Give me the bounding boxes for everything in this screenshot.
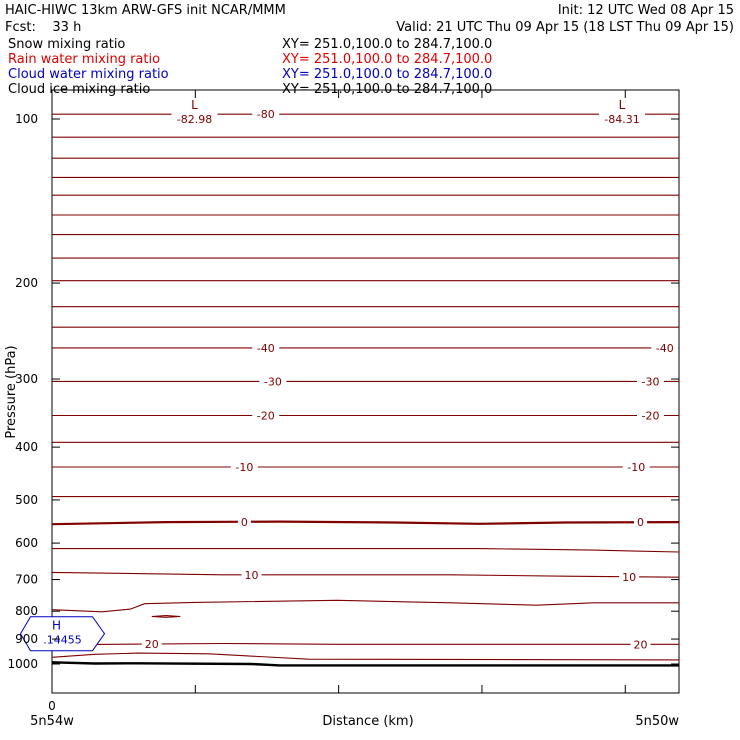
- ground-line: [51, 661, 679, 667]
- x-axis-right-endpoint: 5n50w: [635, 714, 679, 729]
- contour-label-bg: [259, 375, 287, 388]
- low-symbol: L: [191, 98, 198, 112]
- extrema-labels: L-82.98L-84.31H.14455: [19, 98, 645, 652]
- contour-label: -80: [257, 108, 275, 121]
- contour-label: 20: [634, 638, 648, 651]
- x-axis-title: Distance (km): [322, 714, 413, 729]
- y-tick-label: 200: [15, 276, 38, 290]
- contour-line: [52, 548, 680, 553]
- y-tick-label: 300: [15, 372, 38, 386]
- x-axis: [51, 90, 626, 693]
- ground-surface-line: [51, 661, 679, 667]
- high-symbol: H: [52, 619, 61, 633]
- contour-line: [151, 615, 181, 618]
- field-name-0: Snow mixing ratio: [8, 37, 125, 52]
- contour-label: -10: [235, 461, 253, 474]
- high-contour: [19, 616, 106, 652]
- contour-label: 0: [241, 516, 248, 529]
- y-tick-label: 1000: [7, 657, 38, 671]
- contour-label-bg: [622, 460, 650, 473]
- contour-label-bg: [241, 568, 262, 581]
- contour-line: [51, 599, 679, 613]
- low-value: -84.31: [604, 113, 639, 126]
- low-value: -82.98: [177, 113, 212, 126]
- isotherm-contours: -80 -40 -40 -30 -30 -20 -20 -10 -10 0 0 10 10 20 20: [51, 108, 680, 661]
- contour-label-bg: [634, 516, 648, 529]
- contour-line: [51, 652, 680, 661]
- plot-frame: [51, 89, 680, 694]
- contour-label: -40: [257, 342, 275, 355]
- contour-line: [51, 520, 680, 526]
- contour-label: -20: [642, 410, 660, 423]
- y-axis-title: Pressure (hPa): [4, 345, 19, 438]
- contour-label-bg: [237, 515, 251, 528]
- y-tick-label: 700: [15, 573, 38, 587]
- y-tick-label: 400: [15, 440, 38, 454]
- y-tick-label: 500: [15, 493, 38, 507]
- contour-label: 20: [145, 638, 159, 651]
- field-xy-2: XY= 251.0,100.0 to 284.7,100.0: [282, 67, 492, 82]
- contour-label: -10: [627, 461, 645, 474]
- contour-label: 10: [245, 569, 259, 582]
- contour-label: -40: [656, 342, 674, 355]
- x-tick-label-zero: 0: [48, 699, 56, 713]
- contour-label-bg: [637, 409, 664, 422]
- contour-label: 10: [622, 571, 636, 584]
- field-legend: Snow mixing ratio XY= 251.0,100.0 to 284.…: [8, 37, 492, 97]
- low-value-bg: [171, 113, 218, 125]
- header-init-time: Init: 12 UTC Wed 08 Apr 15: [558, 3, 734, 18]
- contour-label-bg: [230, 460, 258, 473]
- contour-label-bg: [637, 375, 664, 388]
- contour-label: -30: [642, 375, 660, 388]
- field-name-1: Rain water mixing ratio: [8, 52, 160, 67]
- header-valid-time: Valid: 21 UTC Thu 09 Apr 15 (18 LST Thu …: [396, 20, 734, 35]
- y-tick-label: 100: [15, 112, 38, 126]
- header-forecast-hour: Fcst: 33 h: [5, 20, 81, 35]
- field-name-2: Cloud water mixing ratio: [8, 67, 169, 82]
- high-value: .14455: [43, 634, 82, 647]
- field-xy-1: XY= 251.0,100.0 to 284.7,100.0: [282, 52, 492, 67]
- y-tick-label: 600: [15, 536, 38, 550]
- contour-label-bg: [651, 341, 679, 354]
- x-axis-left-endpoint: 5n54w: [30, 714, 74, 729]
- contour-label-bg: [619, 570, 640, 583]
- contour-label-bg: [630, 638, 651, 651]
- contour-label-bg: [252, 108, 280, 121]
- low-symbol: L: [619, 98, 626, 112]
- contour-label: 0: [637, 516, 644, 529]
- contour-label: -20: [257, 410, 275, 423]
- header-title: HAIC-HIWC 13km ARW-GFS init NCAR/MMM: [5, 3, 286, 18]
- y-tick-label: 800: [15, 604, 38, 618]
- field-xy-0: XY= 251.0,100.0 to 284.7,100.0: [282, 37, 492, 52]
- contour-label-bg: [252, 409, 280, 422]
- contour-line: [51, 642, 679, 646]
- contour-line: [51, 571, 680, 578]
- y-tick-label: 900: [15, 632, 38, 646]
- low-value-bg: [599, 113, 645, 125]
- contour-label-bg: [252, 341, 280, 354]
- contour-label: -30: [264, 375, 282, 388]
- contour-label-bg: [141, 638, 162, 651]
